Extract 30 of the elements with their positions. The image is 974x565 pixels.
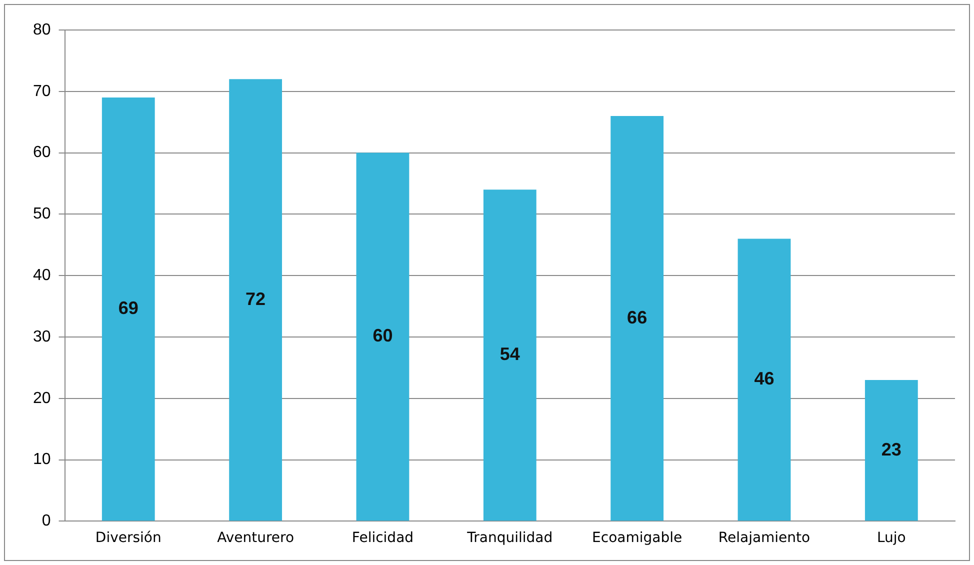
- x-tick-label: Felicidad: [352, 530, 414, 546]
- bar: [483, 190, 536, 521]
- data-label: 54: [500, 344, 520, 364]
- data-label: 69: [118, 298, 138, 318]
- y-tick-label: 50: [33, 206, 51, 223]
- y-tick-label: 0: [42, 512, 51, 530]
- bar: [610, 116, 664, 521]
- data-label: 72: [246, 288, 266, 309]
- y-tick-label: 80: [33, 21, 51, 38]
- x-tick-label: Relajamiento: [718, 530, 810, 546]
- bar: [738, 238, 791, 521]
- data-label: 46: [754, 368, 774, 389]
- x-tick-label: Lujo: [876, 530, 906, 546]
- y-tick-label: 20: [33, 390, 51, 407]
- y-tick-label: 40: [33, 267, 51, 284]
- bar: [102, 98, 155, 521]
- x-tick-label: Tranquilidad: [466, 530, 553, 546]
- bar: [229, 79, 282, 521]
- data-label: 60: [372, 326, 393, 346]
- x-tick-label: Diversión: [95, 530, 162, 546]
- y-tick-label: 60: [33, 144, 51, 162]
- y-tick-label: 30: [33, 328, 51, 346]
- data-label: 66: [627, 307, 648, 328]
- y-tick-label: 70: [33, 82, 51, 100]
- bar: [356, 152, 410, 521]
- data-label: 23: [881, 439, 902, 460]
- y-tick-label: 10: [33, 451, 51, 468]
- x-tick-label: Ecoamigable: [592, 530, 682, 546]
- x-tick-label: Aventurero: [217, 530, 294, 546]
- bar: [864, 380, 918, 521]
